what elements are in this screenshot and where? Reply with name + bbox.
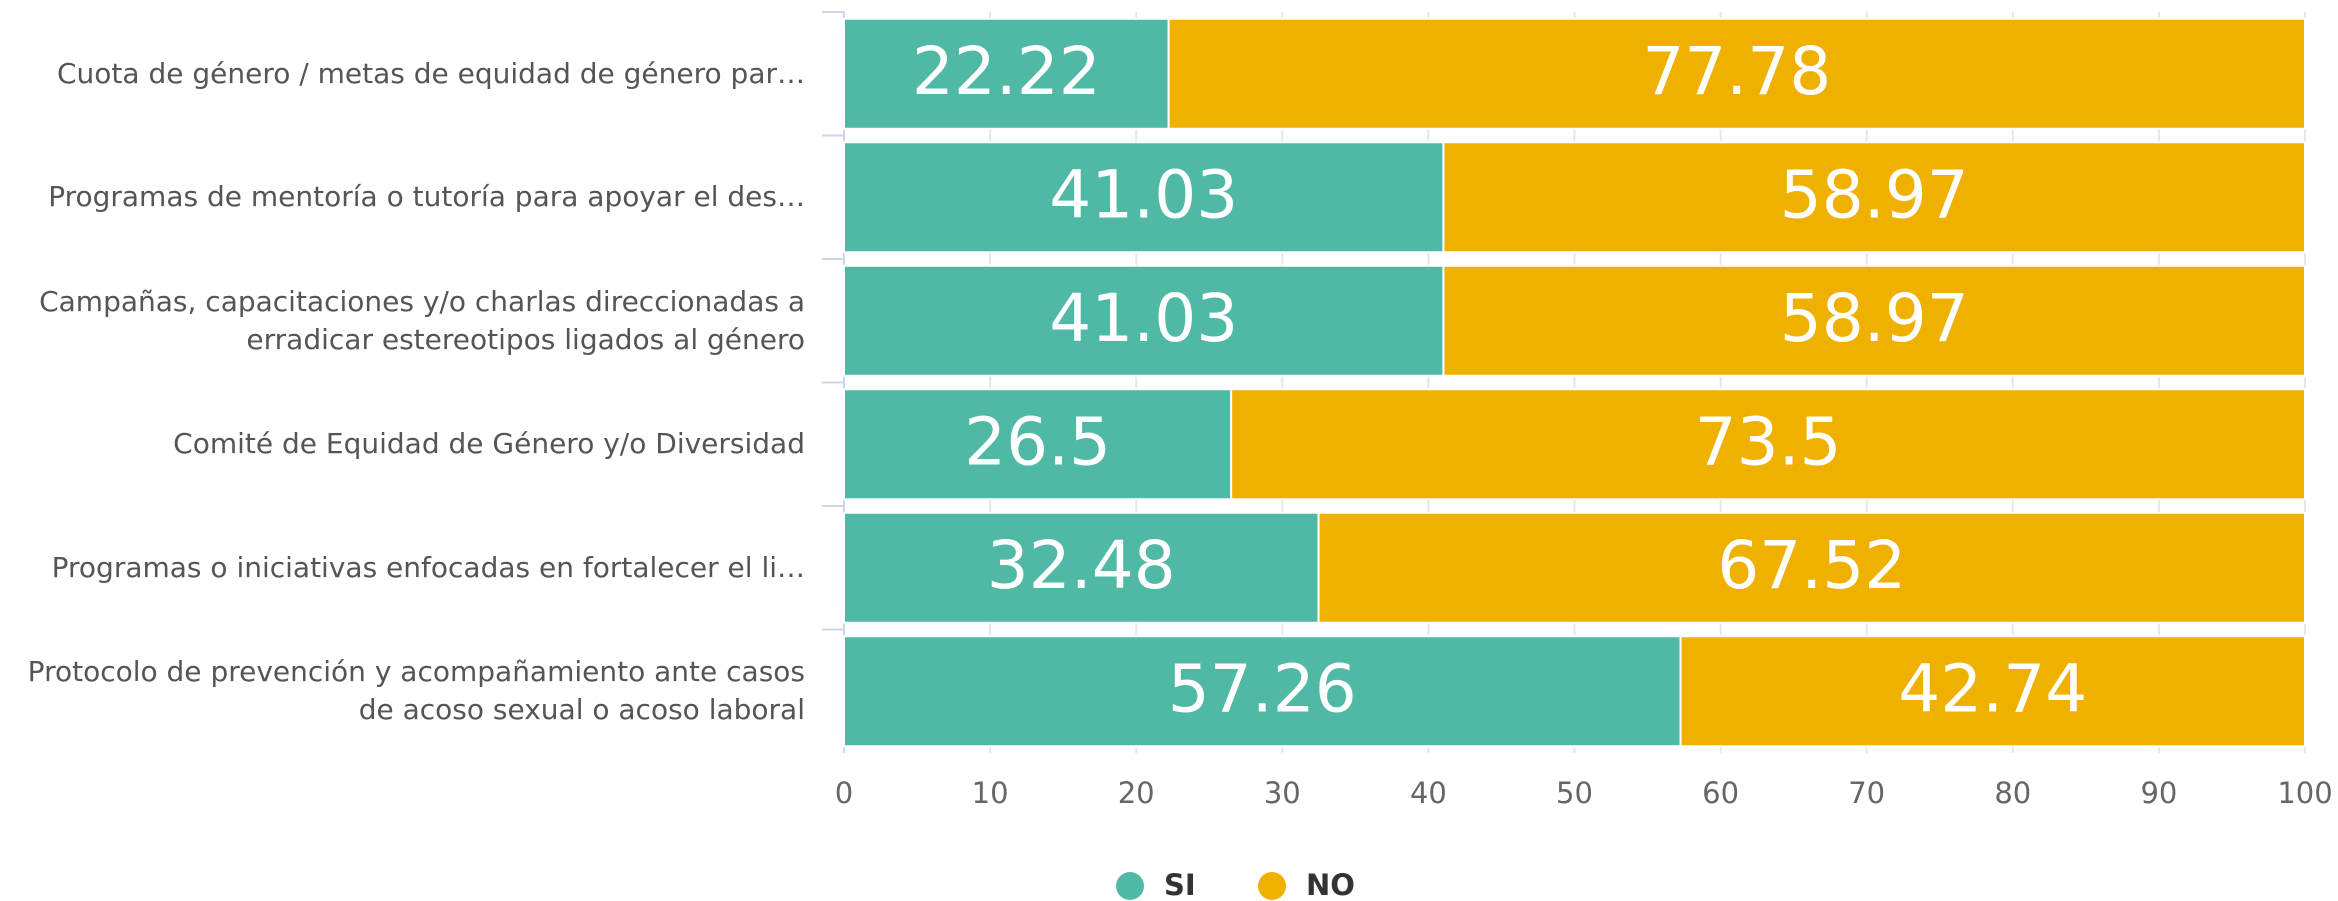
x-tick-label: 90 (2140, 776, 2177, 810)
bar-segment (843, 141, 1445, 254)
x-tick-label: 100 (2277, 776, 2332, 810)
category-label: Campañas, capacitaciones y/o charlas dir… (10, 261, 805, 381)
bar-segment (1442, 141, 2306, 254)
x-tick-label: 30 (1264, 776, 1301, 810)
x-tick-label: 70 (1848, 776, 1885, 810)
legend-label: SI (1164, 868, 1196, 901)
x-tick-label: 40 (1410, 776, 1447, 810)
bar-segment (843, 635, 1682, 748)
category-text: Protocolo de prevención y acompañamiento… (27, 655, 805, 727)
data-label: 58.97 (1780, 280, 1969, 357)
bar-segment (843, 511, 1320, 624)
data-label: 42.74 (1898, 650, 2087, 727)
category-text: Campañas, capacitaciones y/o charlas dir… (39, 284, 805, 356)
x-tick-label: 10 (972, 776, 1009, 810)
data-label: 26.5 (964, 403, 1111, 480)
bar-segment (1317, 511, 2307, 624)
legend-marker (1258, 872, 1286, 900)
data-label: 41.03 (1049, 156, 1238, 233)
data-label: 22.22 (912, 33, 1101, 110)
bar-segment (843, 17, 1170, 130)
data-label: 32.48 (987, 527, 1176, 604)
data-label: 73.5 (1695, 403, 1842, 480)
data-label: 58.97 (1780, 156, 1969, 233)
bar-segment (1442, 264, 2306, 377)
legend-marker (1116, 872, 1144, 900)
data-label: 57.26 (1168, 650, 1357, 727)
category-text: Programas o iniciativas enfocadas en for… (51, 550, 805, 584)
data-label: 67.52 (1717, 527, 1906, 604)
x-tick-label: 50 (1556, 776, 1593, 810)
bar-segment (1230, 388, 2306, 501)
legend-label: NO (1306, 868, 1355, 901)
category-label: Programas o iniciativas enfocadas en for… (10, 508, 805, 628)
x-tick-label: 80 (1994, 776, 2031, 810)
x-tick-label: 0 (835, 776, 853, 810)
category-text: Comité de Equidad de Género y/o Diversid… (173, 427, 805, 461)
category-label: Cuota de género / metas de equidad de gé… (10, 14, 805, 134)
data-label: 77.78 (1642, 33, 1831, 110)
data-label: 41.03 (1049, 280, 1238, 357)
x-tick-label: 20 (1118, 776, 1155, 810)
category-label: Programas de mentoría o tutoría para apo… (10, 137, 805, 257)
bar-segment (843, 388, 1233, 501)
bar-segment (843, 264, 1445, 377)
bar-segment (1679, 635, 2306, 748)
x-tick-label: 60 (1702, 776, 1739, 810)
bar-segment (1167, 17, 2306, 130)
category-label: Protocolo de prevención y acompañamiento… (10, 631, 805, 751)
category-label: Comité de Equidad de Género y/o Diversid… (10, 384, 805, 504)
category-text: Programas de mentoría o tutoría para apo… (48, 180, 805, 214)
category-text: Cuota de género / metas de equidad de gé… (56, 56, 805, 90)
